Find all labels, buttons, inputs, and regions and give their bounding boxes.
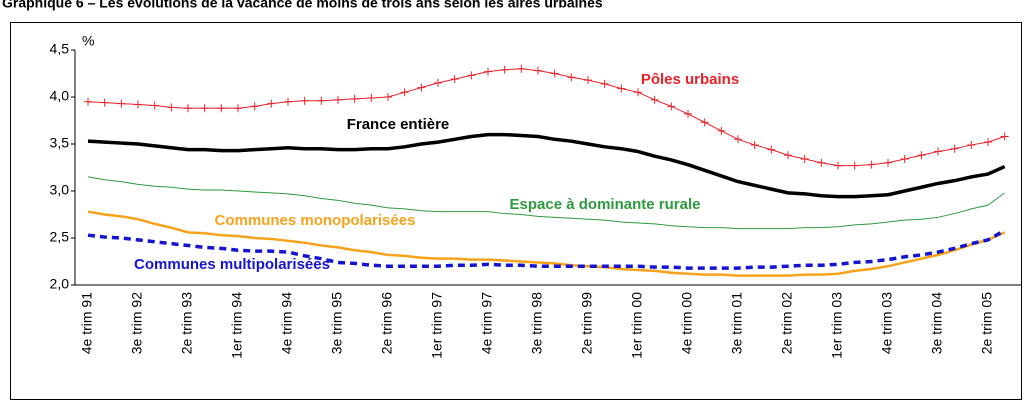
point-marker [184, 104, 192, 113]
series-line [87, 132, 1006, 199]
point-marker [517, 64, 526, 73]
y-tick-label: 2,5 [50, 229, 70, 245]
point-marker [967, 140, 976, 149]
x-tick-label: 2e trim 02 [779, 292, 795, 354]
point-marker [584, 76, 592, 85]
point-marker [284, 97, 292, 106]
chart-frame [10, 22, 1022, 400]
point-marker [717, 126, 726, 135]
x-tick-label: 4e trim 97 [479, 292, 495, 354]
point-marker [217, 104, 226, 113]
series-line [87, 210, 1006, 277]
point-marker [150, 101, 159, 110]
x-tick-label: 2e trim 05 [979, 292, 995, 354]
series-line [87, 228, 1006, 270]
x-tick-label: 4e trim 03 [879, 292, 895, 354]
point-marker [767, 145, 776, 154]
y-axis-label: % [82, 33, 94, 49]
series-label: Communes monopolarisées [215, 212, 416, 229]
chart-title: Graphique 6 – Les évolutions de la vacan… [2, 0, 603, 11]
point-marker [617, 84, 626, 93]
point-marker [867, 160, 876, 169]
x-tick-label: 3e trim 04 [929, 292, 945, 354]
point-marker [100, 98, 109, 107]
point-marker [534, 66, 542, 75]
point-marker [234, 104, 242, 113]
point-marker [950, 144, 959, 153]
x-tick-label: 1er trim 97 [429, 292, 445, 359]
point-marker [300, 96, 309, 105]
point-marker [500, 65, 509, 74]
point-marker [884, 158, 892, 167]
point-marker [734, 135, 742, 144]
point-marker [250, 102, 259, 111]
point-marker [334, 95, 342, 104]
point-marker [317, 96, 326, 105]
point-marker [984, 138, 992, 147]
x-tick-label: 2e trim 99 [579, 292, 595, 354]
x-tick-label: 1er trim 94 [229, 292, 245, 359]
point-marker [667, 102, 676, 111]
x-tick-label: 2e trim 93 [179, 292, 195, 354]
x-tick-label: 4e trim 91 [79, 292, 95, 354]
point-marker [750, 140, 759, 149]
point-marker [634, 88, 642, 97]
point-marker [550, 69, 559, 78]
point-marker [567, 73, 576, 82]
point-marker [450, 75, 459, 84]
point-marker [350, 94, 359, 103]
series-label: Pôles urbains [641, 71, 739, 88]
point-marker [917, 151, 926, 160]
x-tick-label: 3e trim 98 [529, 292, 545, 354]
point-marker [934, 147, 942, 156]
x-tick-label: 3e trim 92 [129, 292, 145, 354]
y-tick-label: 4,0 [50, 88, 70, 104]
series-label: Espace à dominante rurale [510, 196, 701, 213]
point-marker [784, 151, 792, 160]
point-marker [684, 109, 692, 118]
point-marker [900, 155, 909, 164]
point-marker [367, 93, 376, 102]
point-marker [417, 83, 426, 92]
y-tick-label: 3,5 [50, 135, 70, 151]
point-marker [467, 71, 476, 80]
point-marker [600, 79, 609, 88]
x-tick-label: 4e trim 00 [679, 292, 695, 354]
point-marker [84, 97, 92, 106]
x-tick-label: 2e trim 96 [379, 292, 395, 354]
point-marker [117, 99, 126, 108]
point-marker [1000, 132, 1009, 141]
point-marker [850, 161, 859, 170]
y-tick-label: 4,5 [50, 41, 70, 57]
x-tick-label: 4e trim 94 [279, 292, 295, 354]
point-marker [400, 88, 409, 97]
point-marker [384, 93, 392, 101]
x-tick-label: 1er trim 03 [829, 292, 845, 359]
x-tick-label: 3e trim 01 [729, 292, 745, 354]
point-marker [700, 118, 709, 127]
point-marker [434, 78, 442, 87]
point-marker [484, 67, 492, 76]
point-marker [800, 155, 809, 164]
x-tick-label: 1er trim 00 [629, 292, 645, 359]
point-marker [200, 104, 209, 113]
point-marker [134, 100, 142, 109]
point-marker [167, 103, 176, 112]
y-tick-label: 2,0 [50, 276, 70, 292]
point-marker [267, 99, 276, 108]
series-line [87, 176, 1005, 230]
x-tick-label: 3e trim 95 [329, 292, 345, 354]
point-marker [817, 158, 826, 167]
y-tick-label: 3,0 [50, 182, 70, 198]
series-label: France entière [347, 116, 450, 133]
point-marker [834, 161, 842, 170]
point-marker [650, 95, 659, 104]
series-label: Communes multipolarisées [134, 256, 330, 273]
